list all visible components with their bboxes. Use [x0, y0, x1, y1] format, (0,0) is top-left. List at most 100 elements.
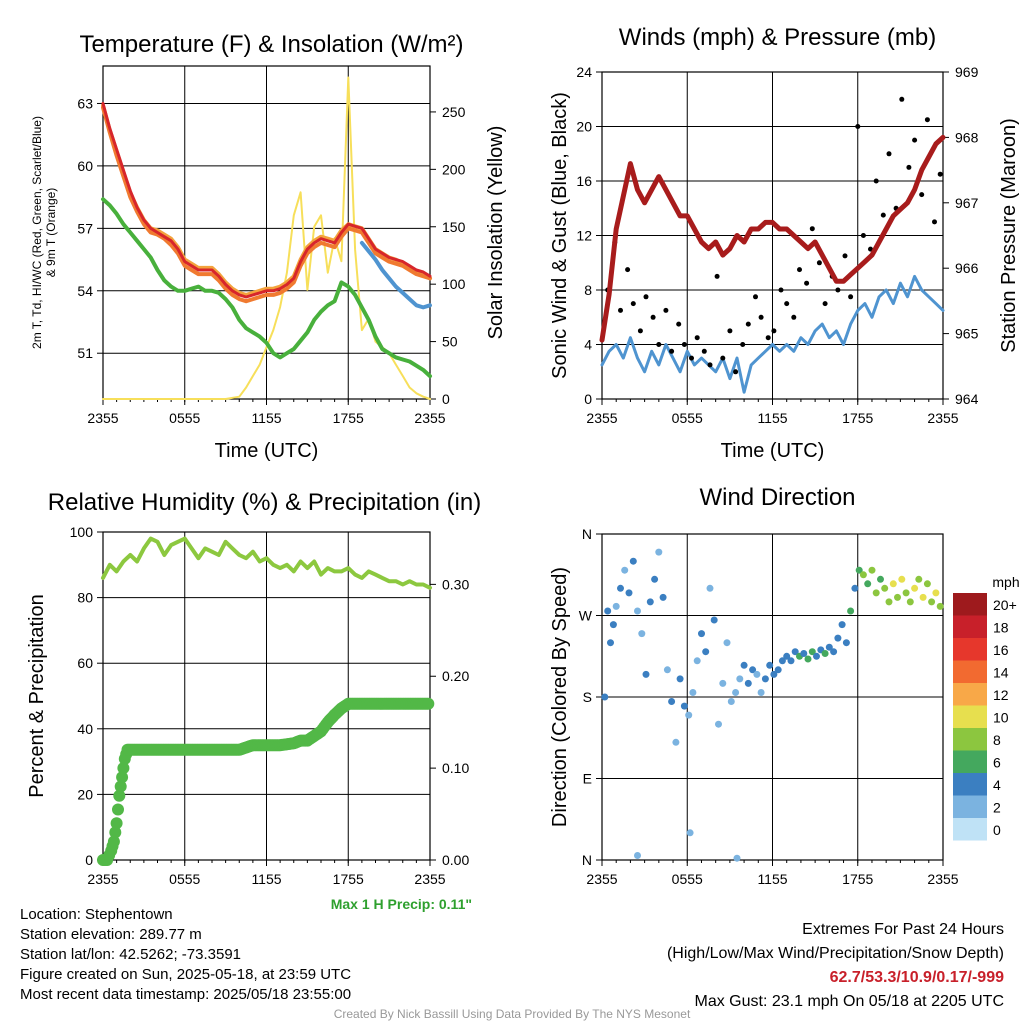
direction-point	[787, 657, 795, 665]
wind-frame: 2355 0555 1155 1755 2355	[586, 71, 959, 426]
rh-line	[101, 536, 432, 590]
colorbar-label: 12	[993, 687, 1009, 703]
gust-point	[873, 178, 879, 184]
rh-ytick-label: 20	[77, 786, 93, 802]
figure-created: Figure created on Sun, 2025-05-18, at 23…	[20, 966, 352, 983]
direction-point	[766, 661, 774, 669]
wind-y2label: Station Pressure (Maroon)	[998, 118, 1020, 353]
direction-point	[774, 666, 782, 674]
colorbar-swatch	[953, 795, 987, 818]
direction-point	[877, 575, 884, 583]
wind-y2tick-label: 965	[955, 326, 979, 342]
dir-ytick-label: N	[582, 526, 592, 542]
wind-title: Winds (mph) & Pressure (mb)	[619, 24, 936, 51]
temp-y2label: Solar Insolation (Yellow)	[485, 126, 507, 340]
extremes-title: Extremes For Past 24 Hours	[802, 921, 1004, 938]
gust-point	[656, 342, 662, 347]
rh-y2tick-label: 0.30	[442, 576, 469, 592]
gust-point	[701, 348, 707, 354]
colorbar-swatch	[953, 615, 987, 638]
direction-point	[757, 689, 765, 696]
direction-point	[932, 589, 940, 597]
direction-point	[783, 652, 791, 660]
gust-point	[676, 321, 682, 327]
dir-ytick-label: W	[579, 608, 593, 624]
rh-y2tick-label: 0.20	[442, 668, 469, 684]
rh-title: Relative Humidity (%) & Precipitation (i…	[48, 489, 481, 516]
gust-point	[919, 192, 925, 198]
precip-point	[117, 762, 130, 775]
dir-ytick-label: N	[582, 852, 592, 868]
pressure-line	[599, 134, 946, 343]
direction-point	[706, 584, 714, 592]
direction-point	[672, 738, 680, 746]
dir-ytick-label: E	[583, 771, 592, 787]
colorbar-label: 4	[993, 777, 1001, 793]
max-gust: Max Gust: 23.1 mph On 05/18 at 2205 UTC	[694, 993, 1005, 1010]
gust-point	[842, 253, 848, 259]
dir-xtick-label: 2355	[927, 871, 958, 887]
temp-ytick-label: 54	[77, 283, 93, 299]
direction-point	[740, 661, 748, 669]
colorbar-label: 20+	[993, 597, 1017, 613]
wind-xtick-label: 2355	[586, 410, 617, 426]
wind-xtick-label: 0555	[672, 410, 703, 426]
gust-point	[816, 260, 822, 266]
direction-point	[733, 854, 741, 862]
gust-point	[899, 96, 905, 102]
direction-point	[638, 630, 646, 638]
precip-point	[116, 771, 129, 784]
temp-xlabel: Time (UTC)	[215, 440, 319, 462]
temp-ylabel-line2: & 9m T (Orange)	[44, 188, 58, 278]
gust-point	[758, 314, 764, 320]
station-info: Location: Stephentown Station elevation:…	[20, 905, 351, 1005]
dewpoint-line	[101, 197, 432, 379]
precip-point	[422, 697, 435, 710]
wind-y2tick-label: 968	[955, 129, 979, 145]
dir-ylabel: Direction (Colored By Speed)	[549, 567, 571, 827]
temp-frame: 2355 0555 1155 1755 2355	[87, 65, 446, 426]
temp-ytick-label: 60	[77, 158, 93, 174]
temp-y2tick-label: 200	[442, 161, 466, 177]
gust-point	[681, 342, 687, 347]
direction-point	[821, 650, 829, 657]
temperature-line	[101, 102, 432, 299]
direction-point	[936, 602, 944, 610]
direction-point	[607, 639, 614, 647]
direction-point	[923, 580, 931, 588]
precip-point	[107, 835, 120, 848]
colorbar-label: 6	[993, 755, 1001, 771]
direction-point	[698, 630, 705, 638]
direction-point	[680, 702, 688, 710]
gust-point	[733, 369, 739, 375]
direction-point	[898, 575, 906, 583]
direction-point	[813, 652, 820, 660]
direction-point	[719, 679, 727, 687]
direction-point	[868, 566, 876, 574]
gust-point	[689, 355, 694, 361]
direction-point	[601, 693, 609, 701]
gust-point	[669, 348, 675, 354]
gust-point	[880, 212, 886, 218]
gust-point	[745, 321, 751, 327]
direction-point	[753, 670, 761, 678]
heatindex-line	[101, 105, 432, 304]
direction-point	[732, 689, 740, 696]
direction-point	[685, 711, 693, 719]
dir-xtick-label: 1755	[842, 871, 873, 887]
colorbar-label: 16	[993, 642, 1009, 658]
dir-ytick-label: S	[583, 689, 592, 705]
rh-ytick-label: 100	[70, 524, 94, 540]
direction-point	[800, 650, 808, 657]
colorbar-label: 2	[993, 800, 1001, 816]
direction-point	[889, 580, 897, 588]
temp-ytick-label: 51	[77, 345, 93, 361]
rh-ytick-label: 40	[77, 721, 93, 737]
gust-point	[765, 335, 771, 341]
gust-point	[663, 307, 669, 313]
direction-point	[621, 566, 629, 574]
direction-point	[686, 829, 694, 837]
rh-xtick-label: 2355	[414, 871, 445, 887]
